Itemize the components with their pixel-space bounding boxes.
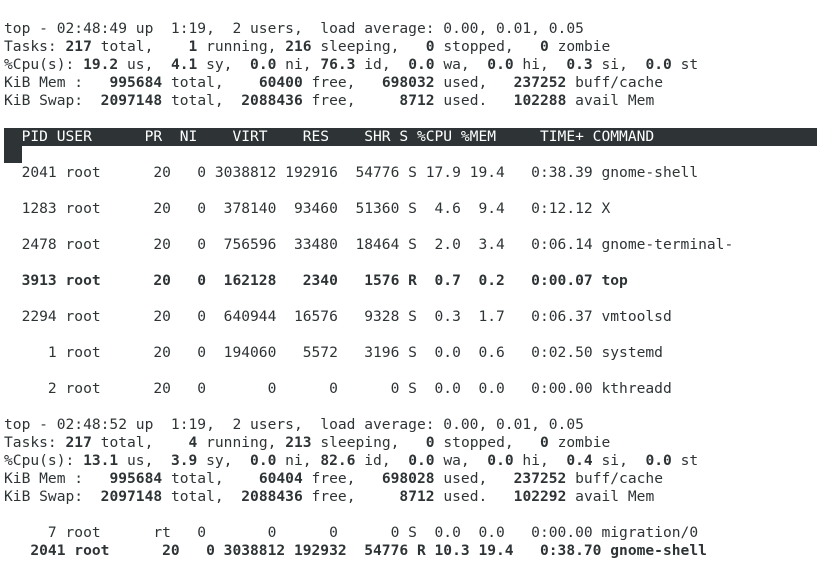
- mem-line: KiB Mem : 995684 total, 60404 free, 6980…: [4, 470, 663, 487]
- process-row: 2 root 20 0 0 0 0 S 0.0 0.0 0:00.00 kthr…: [4, 380, 672, 397]
- process-row-highlighted: 2041 root 20 0 3038812 192932 54776 R 10…: [4, 542, 707, 559]
- process-row: 1283 root 20 0 378140 93460 51360 S 4.6 …: [4, 200, 611, 217]
- uptime-line: top - 02:48:49 up 1:19, 2 users, load av…: [4, 20, 584, 37]
- terminal-cursor: [4, 146, 22, 163]
- process-row: 7 root rt 0 0 0 0 S 0.0 0.0 0:00.00 migr…: [4, 524, 699, 541]
- swap-line: KiB Swap: 2097148 total, 2088436 free, 8…: [4, 488, 655, 505]
- uptime-line: top - 02:48:52 up 1:19, 2 users, load av…: [4, 416, 584, 433]
- mem-line: KiB Mem : 995684 total, 60400 free, 6980…: [4, 74, 663, 91]
- process-row: 1 root 20 0 194060 5572 3196 S 0.0 0.6 0…: [4, 344, 663, 361]
- process-table-header: PID USER PR NI VIRT RES SHR S %CPU %MEM …: [4, 128, 817, 146]
- process-row: 2041 root 20 0 3038812 192916 54776 S 17…: [4, 164, 699, 181]
- tasks-line: Tasks: 217 total, 1 running, 216 sleepin…: [4, 38, 611, 55]
- process-row: 2294 root 20 0 640944 16576 9328 S 0.3 1…: [4, 308, 672, 325]
- process-row: 2478 root 20 0 756596 33480 18464 S 2.0 …: [4, 236, 734, 253]
- tasks-line: Tasks: 217 total, 4 running, 213 sleepin…: [4, 434, 611, 451]
- cpu-line: %Cpu(s): 19.2 us, 4.1 sy, 0.0 ni, 76.3 i…: [4, 56, 699, 73]
- cpu-line: %Cpu(s): 13.1 us, 3.9 sy, 0.0 ni, 82.6 i…: [4, 452, 699, 469]
- process-row-highlighted: 3913 root 20 0 162128 2340 1576 R 0.7 0.…: [4, 272, 628, 289]
- swap-line: KiB Swap: 2097148 total, 2088436 free, 8…: [4, 92, 655, 109]
